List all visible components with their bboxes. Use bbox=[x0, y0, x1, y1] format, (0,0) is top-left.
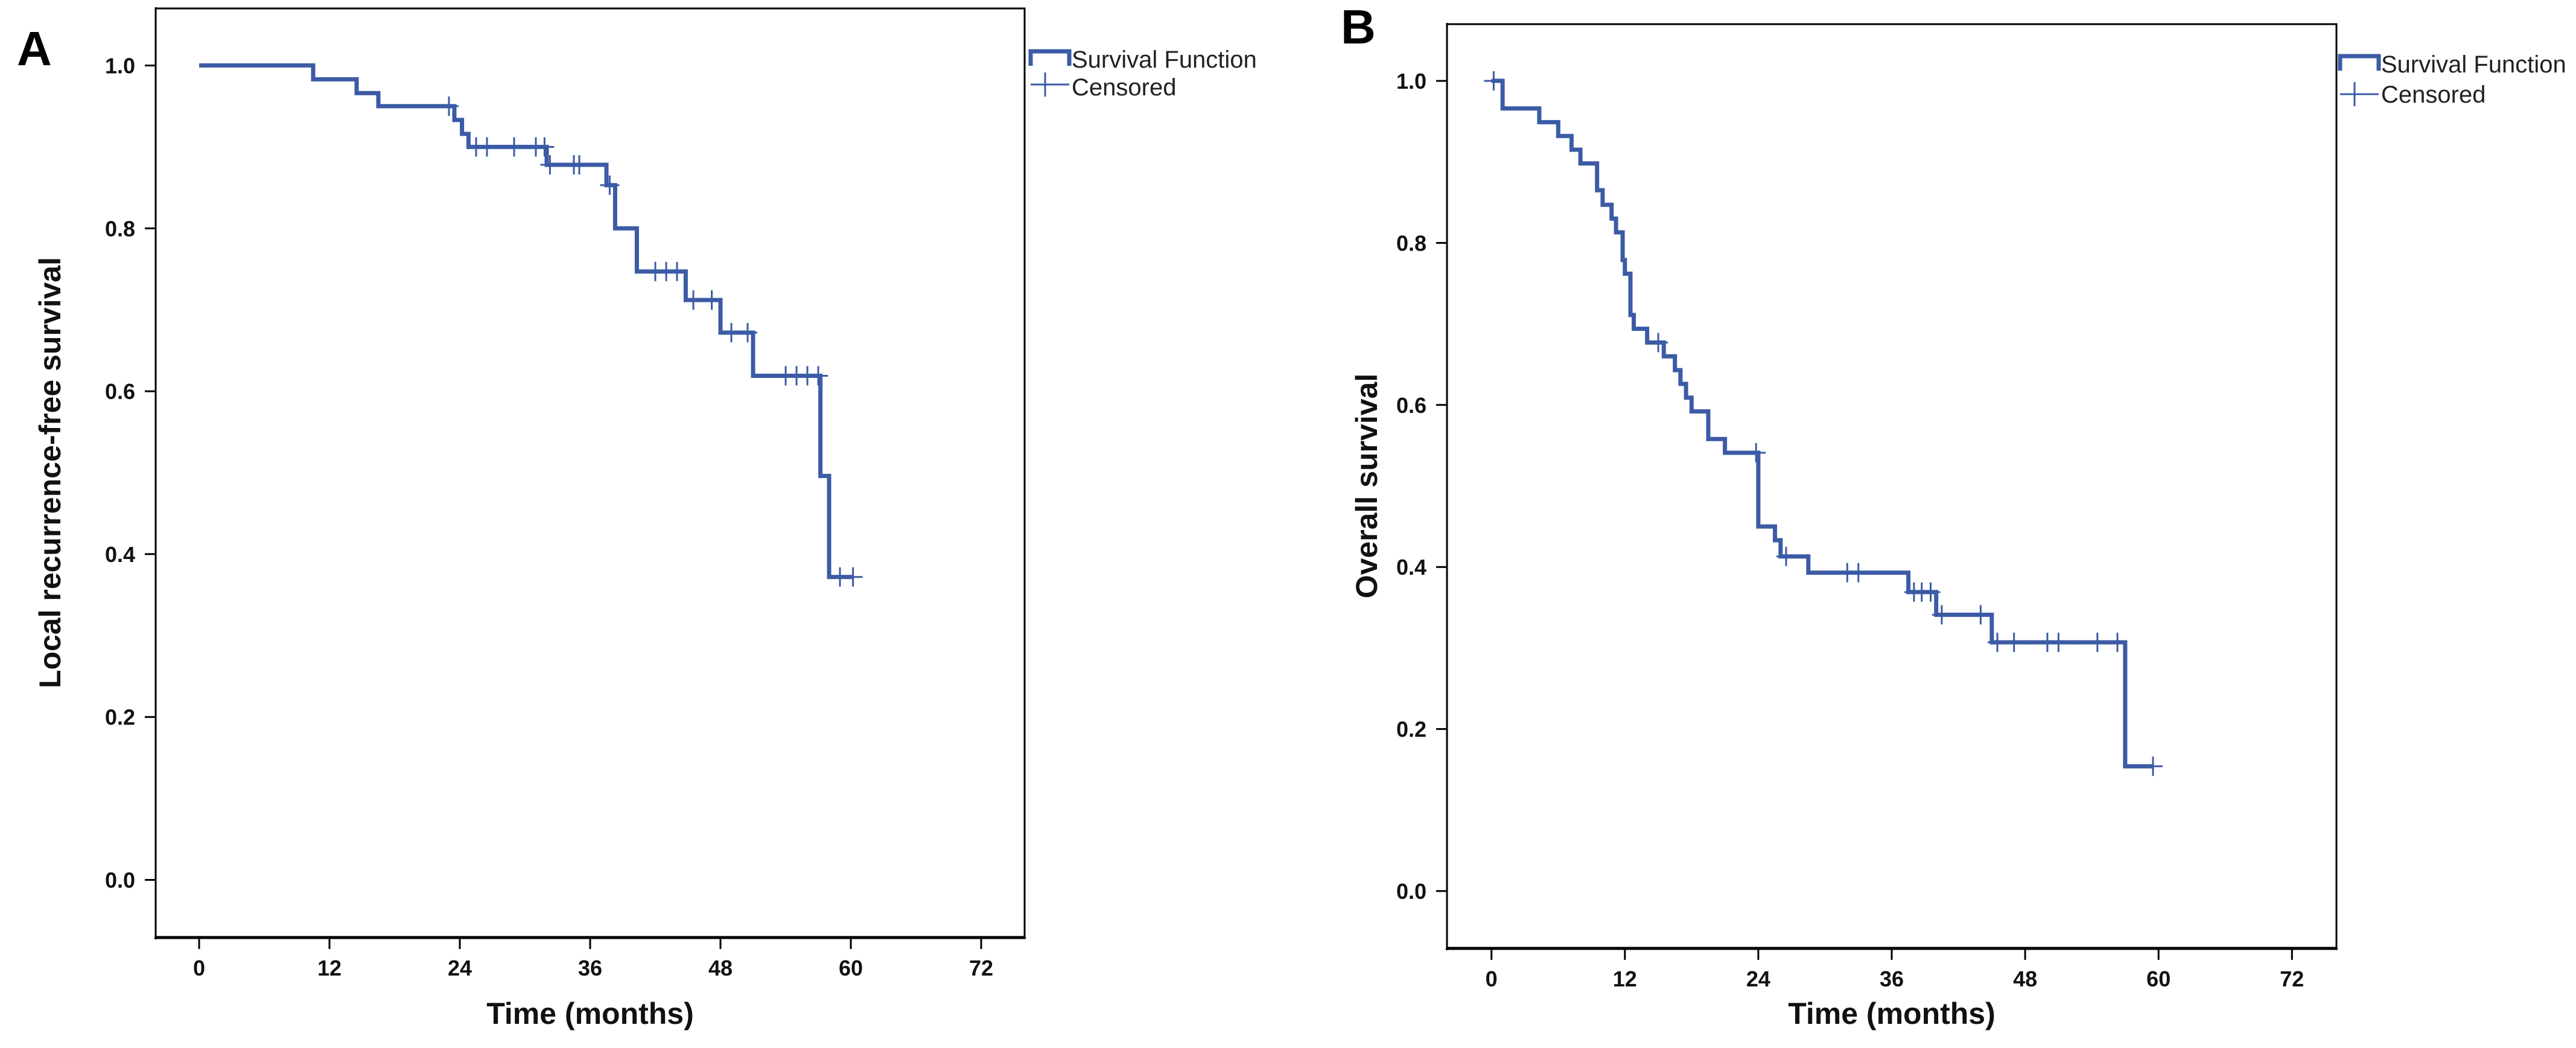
chart-frame-a bbox=[154, 7, 1026, 938]
ticks-b: 0 12 24 36 48 60 72 0.0 0.2 0.4 0.6 0.8 1.0 bbox=[1396, 69, 2304, 991]
censored-mark-b-1 bbox=[1649, 333, 1668, 353]
censored-mark-b-0 bbox=[1484, 71, 1504, 91]
censored-mark-b-17 bbox=[2143, 756, 2163, 776]
x-tick-label-a-6: 72 bbox=[969, 956, 993, 980]
y-tick-label-b-4: 0.8 bbox=[1396, 231, 1426, 255]
y-tick-label-b-0: 0.0 bbox=[1396, 879, 1426, 904]
legend-censored-label-a: Censored bbox=[1072, 74, 1176, 101]
y-tick-label-a-3: 0.6 bbox=[105, 379, 135, 404]
x-tick-label-a-5: 60 bbox=[839, 956, 863, 980]
x-tick-label-b-2: 24 bbox=[1746, 967, 1770, 991]
panel-b: B 0 12 24 36 48 60 72 0.0 0.2 0.4 0.6 0.8 1.0 Time (… bbox=[1341, 0, 2566, 1030]
y-axis-title-b: Overall survival bbox=[1350, 374, 1384, 598]
x-tick-label-b-0: 0 bbox=[1486, 967, 1498, 991]
x-tick-label-b-6: 72 bbox=[2280, 967, 2304, 991]
censored-mark-b-16 bbox=[2108, 633, 2128, 653]
survival-curve-a bbox=[199, 63, 853, 580]
censored-mark-a-16 bbox=[738, 322, 757, 342]
censored-mark-a-5 bbox=[535, 137, 555, 157]
x-tick-label-b-3: 36 bbox=[1880, 967, 1904, 991]
x-axis-title-a: Time (months) bbox=[486, 997, 694, 1030]
y-tick-label-a-4: 0.8 bbox=[105, 216, 135, 241]
legend-survival-swatch-b bbox=[2338, 54, 2381, 71]
x-tick-label-a-4: 48 bbox=[708, 956, 733, 980]
censored-mark-a-9 bbox=[600, 175, 620, 195]
legend-survival-swatch-a bbox=[1028, 49, 1072, 66]
x-tick-label-b-4: 48 bbox=[2013, 967, 2037, 991]
y-tick-label-b-3: 0.6 bbox=[1396, 393, 1426, 418]
x-tick-label-a-1: 12 bbox=[317, 956, 342, 980]
censored-mark-a-3 bbox=[504, 137, 524, 157]
legend-survival-label-b: Survival Function bbox=[2381, 51, 2566, 78]
censored-mark-a-8 bbox=[570, 155, 589, 175]
ticks-a: 0 12 24 36 48 60 72 0.0 0.2 0.4 0.6 0.8 1.0 bbox=[105, 53, 993, 980]
censored-mark-a-2 bbox=[477, 137, 497, 157]
y-tick-label-b-1: 0.2 bbox=[1396, 717, 1426, 742]
legend-censored-label-b: Censored bbox=[2381, 81, 2485, 108]
censored-mark-a-15 bbox=[722, 322, 741, 342]
censored-mark-a-14 bbox=[702, 290, 722, 310]
censored-mark-b-12 bbox=[2004, 633, 2024, 653]
x-axis-title-b: Time (months) bbox=[1788, 997, 1996, 1030]
censored-mark-b-14 bbox=[2049, 633, 2069, 653]
censored-mark-b-11 bbox=[1988, 633, 2008, 653]
censored-mark-b-3 bbox=[1776, 546, 1796, 566]
censored-mark-a-6 bbox=[540, 155, 560, 175]
series-a bbox=[199, 63, 863, 587]
y-tick-label-b-2: 0.4 bbox=[1396, 555, 1426, 580]
censored-mark-b-15 bbox=[2087, 633, 2107, 653]
censored-mark-a-13 bbox=[684, 290, 703, 310]
x-tick-label-a-3: 36 bbox=[578, 956, 602, 980]
y-tick-label-a-1: 0.2 bbox=[105, 705, 135, 730]
censored-mark-b-2 bbox=[1746, 443, 1766, 462]
series-b bbox=[1484, 71, 2163, 776]
x-tick-label-a-0: 0 bbox=[193, 956, 205, 980]
survival-curve-b bbox=[1491, 78, 2153, 768]
censored-mark-a-22 bbox=[843, 567, 863, 587]
x-tick-label-b-5: 60 bbox=[2146, 967, 2171, 991]
panel-a: A 0 12 24 36 48 60 72 0.0 0.2 0.4 0.6 0.8 1.0 Time (… bbox=[17, 7, 1257, 1030]
y-tick-label-a-2: 0.4 bbox=[105, 542, 135, 567]
legend-b: Survival Function Censored bbox=[2338, 51, 2566, 108]
y-tick-label-a-0: 0.0 bbox=[105, 868, 135, 893]
panel-label-a: A bbox=[17, 22, 52, 75]
x-tick-label-b-1: 12 bbox=[1613, 967, 1637, 991]
y-tick-label-b-5: 1.0 bbox=[1396, 69, 1426, 94]
legend-survival-label-a: Survival Function bbox=[1072, 46, 1257, 73]
censored-mark-a-12 bbox=[667, 261, 687, 281]
y-axis-title-a: Local recurrence-free survival bbox=[33, 257, 67, 688]
x-tick-label-a-2: 24 bbox=[448, 956, 472, 980]
censored-mark-b-9 bbox=[1932, 605, 1951, 625]
legend-a: Survival Function Censored bbox=[1028, 46, 1257, 101]
censored-mark-a-20 bbox=[809, 366, 828, 386]
panel-label-b: B bbox=[1341, 0, 1376, 54]
censored-mark-b-5 bbox=[1848, 563, 1868, 583]
censored-mark-b-8 bbox=[1921, 582, 1941, 602]
y-tick-label-a-5: 1.0 bbox=[105, 53, 135, 78]
censored-mark-b-10 bbox=[1971, 605, 1991, 625]
censored-mark-a-0 bbox=[439, 96, 459, 116]
